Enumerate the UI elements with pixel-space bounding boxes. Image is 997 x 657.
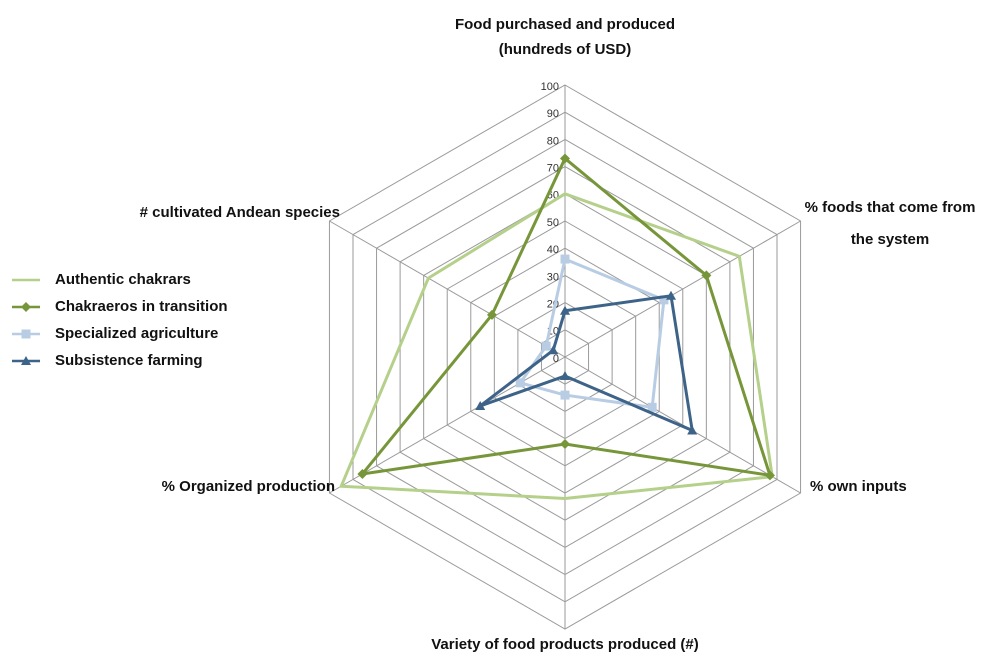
- axis-label: Variety of food products produced (#): [431, 636, 699, 653]
- marker: [560, 305, 570, 315]
- tick-label: 40: [547, 244, 559, 256]
- tick-label: 50: [547, 217, 559, 229]
- axis-label: # cultivated Andean species: [140, 204, 340, 221]
- axis-label: % own inputs: [810, 478, 907, 495]
- spoke: [329, 220, 566, 358]
- series-line: [479, 294, 695, 433]
- tick-label: 90: [547, 108, 559, 120]
- spoke: [564, 220, 801, 358]
- tick-label: 100: [541, 81, 559, 93]
- marker: [647, 402, 657, 412]
- axis-label: % foods that come from: [805, 199, 976, 216]
- marker: [21, 302, 31, 312]
- marker: [357, 468, 368, 479]
- marker: [560, 254, 570, 264]
- axis-label: (hundreds of USD): [499, 41, 632, 58]
- legend-label: Specialized agriculture: [55, 325, 218, 342]
- series-line: [339, 192, 775, 500]
- marker: [21, 329, 31, 339]
- marker: [475, 400, 486, 410]
- marker: [515, 378, 525, 388]
- marker: [560, 439, 570, 450]
- tick-label: 30: [547, 271, 559, 283]
- marker: [560, 390, 570, 400]
- marker: [548, 345, 559, 355]
- marker: [687, 425, 698, 435]
- legend-label: Subsistence farming: [55, 352, 203, 369]
- axis-label: the system: [851, 231, 929, 248]
- axis-label: % Organized production: [162, 478, 335, 495]
- marker: [659, 295, 669, 305]
- marker: [560, 153, 570, 164]
- marker: [701, 270, 712, 281]
- tick-label: 0: [553, 353, 559, 365]
- axis-label: Food purchased and produced: [455, 16, 675, 33]
- marker: [666, 290, 677, 300]
- spoke: [329, 356, 566, 494]
- legend-label: Authentic chakrars: [55, 271, 191, 288]
- marker: [21, 356, 31, 365]
- legend-label: Chakraeros in transition: [55, 298, 228, 315]
- marker: [560, 371, 570, 381]
- marker: [486, 309, 497, 320]
- tick-label: 70: [547, 163, 559, 175]
- marker: [764, 470, 775, 481]
- tick-label: 80: [547, 135, 559, 147]
- marker: [541, 341, 551, 351]
